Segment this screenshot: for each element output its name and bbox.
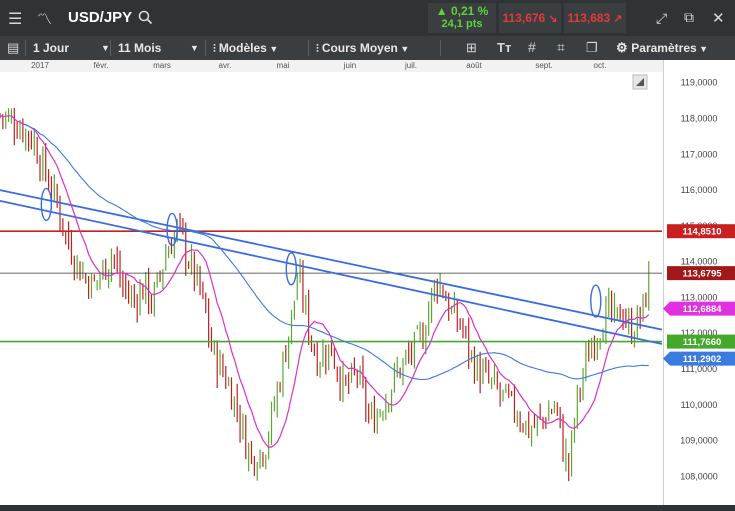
chevron-down-icon: ▼ (397, 44, 410, 54)
grid-icon[interactable]: # (528, 39, 536, 55)
change-pts: 24,1 pts (441, 18, 483, 30)
support-price-label: 111,7660 (683, 337, 722, 348)
instrument-symbol[interactable]: USD/JPY (68, 9, 133, 26)
drawing-tool-icon[interactable]: ⌗ (557, 39, 565, 55)
time-axis: 2017 févr. mars avr. mai juin juil. août sept. oc… (0, 60, 663, 72)
x-tick-label: sept. (535, 61, 553, 70)
ma-long-price-label-bg (663, 351, 735, 366)
popout-icon[interactable]: ⧉ (684, 9, 694, 25)
up-right-arrow-icon: ↗ (610, 13, 623, 25)
collapse-icon (636, 78, 644, 86)
y-tick-label: 113,0000 (681, 292, 718, 302)
trend-line (0, 199, 663, 345)
chart-type-icon[interactable]: 〽 (37, 11, 53, 28)
resistance-price-label: 114,8510 (682, 227, 721, 238)
bid-price: 113,676 (502, 11, 546, 25)
bottom-bar (0, 505, 735, 511)
text-tool-icon[interactable]: Tт (497, 40, 512, 55)
x-tick-label: oct. (593, 61, 607, 70)
chevron-down-icon: ▼ (101, 43, 110, 53)
x-tick-label: juil. (404, 61, 418, 70)
y-tick-label: 110,0000 (681, 400, 718, 410)
change-pct: 0,21 % (450, 4, 489, 18)
models-label: Modèles (218, 41, 267, 55)
ask-button[interactable]: 113,683 ↗ (564, 3, 626, 33)
last-price-label: 113,6795 (682, 269, 722, 280)
line-chart-icon: ⫶ (316, 43, 322, 55)
chart-toolbar: ▤ 1 Jour ▼ 11 Mois ▼ ⫶ Modèles ▼ ⫶ Cours M… (0, 36, 735, 60)
price-type-menu[interactable]: ⫶ Cours Moyen ▼ (316, 36, 409, 60)
price-chart[interactable]: 119,0000118,0000117,0000116,0000115,0000… (0, 60, 735, 505)
change-box: ▲ 0,21 % 24,1 pts (428, 3, 496, 33)
x-tick-label: mars (153, 61, 171, 70)
y-tick-label: 112,0000 (681, 328, 718, 338)
x-tick-label: juin (343, 61, 357, 70)
ma-short-price-label: 112,6884 (682, 304, 722, 315)
x-tick-label: févr. (93, 61, 109, 70)
y-tick-label: 118,0000 (681, 114, 718, 124)
range-select[interactable]: 11 Mois ▼ (118, 36, 199, 60)
chevron-down-icon: ▼ (696, 44, 709, 54)
layers-icon[interactable]: ❐ (586, 40, 598, 55)
price-axis (663, 60, 735, 511)
range-label: 11 Mois (118, 41, 162, 55)
ma-short-price-label-bg (663, 301, 735, 316)
y-tick-label: 108,0000 (680, 471, 718, 481)
up-arrow-icon: ▲ (435, 4, 448, 18)
menu-icon[interactable]: ☰ (8, 11, 23, 28)
y-tick-label: 119,0000 (681, 78, 718, 88)
chevron-down-icon: ▼ (190, 43, 199, 53)
down-arrow-icon: ↘ (545, 13, 558, 25)
ask-price: 113,683 (567, 11, 611, 25)
trend-line (0, 189, 663, 331)
highlight-ellipse (166, 212, 178, 247)
last-price-label-bg (667, 266, 735, 281)
settings-label: Paramètres (631, 41, 697, 55)
resistance-price-label-bg (667, 224, 735, 239)
price-type-label: Cours Moyen (321, 41, 398, 55)
indicator-icon[interactable]: ⊞ (466, 40, 477, 55)
highlight-ellipse (590, 284, 602, 318)
settings-button[interactable]: ⚙ Paramètres ▼ (616, 36, 708, 60)
y-tick-label: 117,0000 (681, 149, 718, 159)
interval-select[interactable]: 1 Jour ▼ (33, 36, 110, 60)
models-menu[interactable]: ⫶ Modèles ▼ (213, 36, 278, 60)
expand-icon[interactable]: ⤢ (656, 10, 668, 26)
y-tick-label: 109,0000 (680, 436, 718, 446)
top-bar: ☰ 〽 USD/JPY ▲ 0,21 % 24,1 pts 113,676 ↘ … (0, 0, 735, 36)
search-icon[interactable] (138, 10, 153, 25)
bid-button[interactable]: 113,676 ↘ (499, 3, 561, 33)
ma-long-line (22, 123, 649, 381)
interval-label: 1 Jour (33, 41, 70, 55)
y-tick-label: 111,0000 (681, 364, 717, 374)
chevron-down-icon: ▼ (266, 44, 279, 54)
candles-icon: ⫶ (213, 43, 219, 55)
list-icon[interactable]: ▤ (7, 40, 20, 55)
ma-long-price-label: 111,2902 (683, 354, 722, 365)
y-tick-label: 114,0000 (681, 257, 718, 267)
x-tick-label: 2017 (31, 61, 49, 70)
x-tick-label: août (466, 61, 482, 70)
x-tick-label: avr. (218, 61, 232, 70)
close-icon[interactable]: ✕ (712, 10, 725, 27)
support-price-label-bg (667, 334, 735, 349)
highlight-ellipse (285, 252, 297, 286)
x-tick-label: mai (276, 61, 290, 70)
ma-short-line (0, 114, 650, 449)
gear-icon: ⚙ (616, 40, 632, 55)
y-tick-label: 116,0000 (681, 185, 718, 195)
highlight-ellipse (40, 187, 53, 222)
